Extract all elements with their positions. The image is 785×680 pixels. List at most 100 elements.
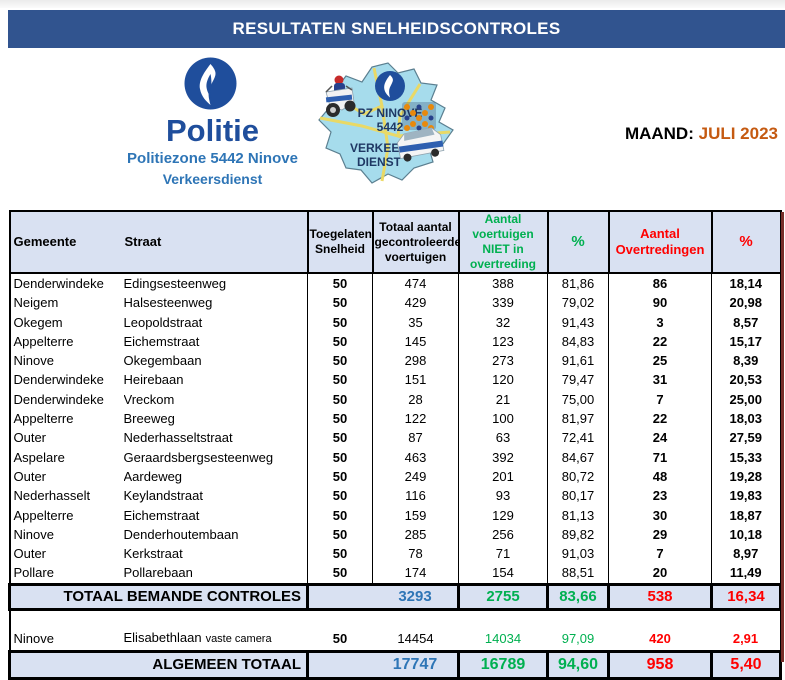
- cell-pct-ok: 79,47: [547, 370, 609, 390]
- cell-not-in-violation: 129: [458, 505, 548, 525]
- manned-total-label: TOTAAL BEMANDE CONTROLES: [8, 582, 309, 611]
- manned-total-checked: 3293: [306, 582, 460, 611]
- table-row: Appelterre Eichemstraat 50 145 123 84,83 22 15,…: [9, 331, 781, 352]
- cell-pct-ok: 88,51: [547, 563, 609, 585]
- cell-checked: 151: [372, 370, 459, 390]
- cell-straat: Geraardsbergsesteenweg: [123, 447, 308, 467]
- cell-not-in-violation: 201: [458, 466, 548, 487]
- cell-checked: 474: [372, 273, 459, 294]
- table-row: Ninove Denderhoutembaan 50 285 256 89,82 29 10,…: [9, 524, 781, 545]
- cell-not-in-violation: 71: [458, 544, 548, 564]
- cell-not-in-violation: 123: [458, 331, 548, 352]
- cell-straat: Heirebaan: [123, 370, 308, 390]
- cell-checked: 159: [372, 505, 459, 525]
- cell-violations: 31: [608, 370, 712, 390]
- cell-pct-violations: 18,14: [711, 273, 781, 294]
- table-row: Nederhasselt Keylandstraat 50 116 93 80,17 23 1…: [9, 486, 781, 506]
- cell-not-in-violation: 93: [458, 486, 548, 506]
- cell-gemeente: Nederhasselt: [9, 486, 124, 506]
- cell-checked: 463: [372, 447, 459, 467]
- cell-pct-ok: 80,72: [547, 466, 609, 487]
- cell-speed: 50: [307, 563, 373, 585]
- cell-pct-violations: 20,98: [711, 293, 781, 313]
- table-row: Denderwindeke Heirebaan 50 151 120 79,47 31 20,…: [9, 370, 781, 390]
- cell-checked: 429: [372, 293, 459, 313]
- cell-checked: 116: [372, 486, 459, 506]
- cell-pct-violations: 18,03: [711, 409, 781, 429]
- summary-rows: TOTAAL BEMANDE CONTROLES 3293 2755 83,66…: [8, 582, 782, 680]
- cell-not-in-violation: 21: [458, 389, 548, 410]
- cell-violations: 22: [608, 409, 712, 429]
- header-niet-in-overtreding: Aantal voertuigen NIET in overtreding: [457, 210, 549, 274]
- cell-violations: 71: [608, 447, 712, 467]
- cell-not-in-violation: 63: [458, 428, 548, 448]
- badge-line2: 5442: [377, 120, 404, 134]
- cell-not-in-violation: 154: [458, 563, 548, 585]
- cell-straat: Pollarebaan: [123, 563, 308, 585]
- header-gemeente: Gemeente: [8, 210, 124, 274]
- cell-straat: Eichemstraat: [123, 331, 308, 352]
- cell-gemeente: Appelterre: [9, 331, 124, 352]
- cell-pct-ok: 84,67: [547, 447, 609, 467]
- cell-speed: 50: [307, 351, 373, 371]
- cell-violations: 20: [608, 563, 712, 585]
- police-car-icon: [396, 127, 445, 162]
- cell-gemeente: Okegem: [9, 312, 124, 332]
- cell-violations: 23: [608, 486, 712, 506]
- pz-ninove-map-badge-icon: PZ NINOVE 5442 VERKEERS DIENST: [318, 62, 454, 184]
- grand-total-checked: 17747: [306, 650, 460, 680]
- grand-total-row: ALGEMEEN TOTAAL 17747 16789 94,60 958 5,…: [8, 650, 782, 680]
- cell-straat: Nederhasseltstraat: [123, 428, 308, 448]
- cell-pct-ok: 91,43: [547, 312, 609, 332]
- cell-pct-violations: 25,00: [711, 389, 781, 410]
- cell-speed: 50: [307, 312, 373, 332]
- signal-light-matrix-icon: [402, 102, 436, 131]
- cell-checked: 35: [372, 312, 459, 332]
- cell-straat: Vreckom: [123, 389, 308, 410]
- camera-straat-note: vaste camera: [205, 633, 272, 646]
- cell-not-in-violation: 32: [458, 312, 548, 332]
- cell-violations: 30: [608, 505, 712, 525]
- camera-gemeente: Ninove: [9, 627, 124, 652]
- fixed-camera-row: Ninove Elisabethlaan vaste camera 50 1445…: [9, 627, 781, 652]
- table-row: Outer Kerkstraat 50 78 71 91,03 7 8,97: [9, 544, 781, 564]
- cell-not-in-violation: 388: [458, 273, 548, 294]
- camera-straat: Elisabethlaan vaste camera: [123, 627, 308, 652]
- cell-gemeente: Denderwindeke: [9, 273, 124, 294]
- cell-pct-violations: 15,33: [711, 447, 781, 467]
- cell-checked: 174: [372, 563, 459, 585]
- cell-straat: Kerkstraat: [123, 544, 308, 564]
- cell-gemeente: Appelterre: [9, 505, 124, 525]
- report-title-banner: RESULTATEN SNELHEIDSCONTROLES: [8, 10, 785, 48]
- cell-pct-violations: 10,18: [711, 524, 781, 545]
- cell-straat: Edingsesteenweg: [123, 273, 308, 294]
- cell-violations: 24: [608, 428, 712, 448]
- cell-checked: 87: [372, 428, 459, 448]
- cell-gemeente: Outer: [9, 544, 124, 564]
- cell-checked: 28: [372, 389, 459, 410]
- header-totaal-gecontroleerd: Totaal aantal gecontroleerde voertuigen: [371, 210, 460, 274]
- politie-zone-label: Politiezone 5442 Ninove: [127, 150, 298, 167]
- cell-violations: 86: [608, 273, 712, 294]
- cell-pct-ok: 75,00: [547, 389, 609, 410]
- cell-not-in-violation: 256: [458, 524, 548, 545]
- cell-speed: 50: [307, 466, 373, 487]
- header-straat: Straat: [123, 210, 309, 274]
- manned-total-pct-ok: 83,66: [546, 582, 610, 611]
- cell-not-in-violation: 120: [458, 370, 548, 390]
- table-row: Appelterre Breeweg 50 122 100 81,97 22 18,03: [9, 409, 781, 429]
- cell-speed: 50: [307, 447, 373, 467]
- grand-total-pct-violations: 5,40: [710, 650, 782, 680]
- cell-gemeente: Ninove: [9, 351, 124, 371]
- cell-violations: 25: [608, 351, 712, 371]
- cell-checked: 298: [372, 351, 459, 371]
- header-toegelaten-snelheid: Toegelaten Snelheid: [306, 210, 374, 274]
- camera-pct-ok: 97,09: [547, 627, 609, 652]
- cell-pct-violations: 19,28: [711, 466, 781, 487]
- camera-checked: 14454: [372, 627, 459, 652]
- politie-flame-logo-icon: [184, 57, 237, 110]
- cell-checked: 122: [372, 409, 459, 429]
- grand-total-violations: 958: [607, 650, 713, 680]
- cell-checked: 145: [372, 331, 459, 352]
- manned-total-pct-violations: 16,34: [710, 582, 782, 611]
